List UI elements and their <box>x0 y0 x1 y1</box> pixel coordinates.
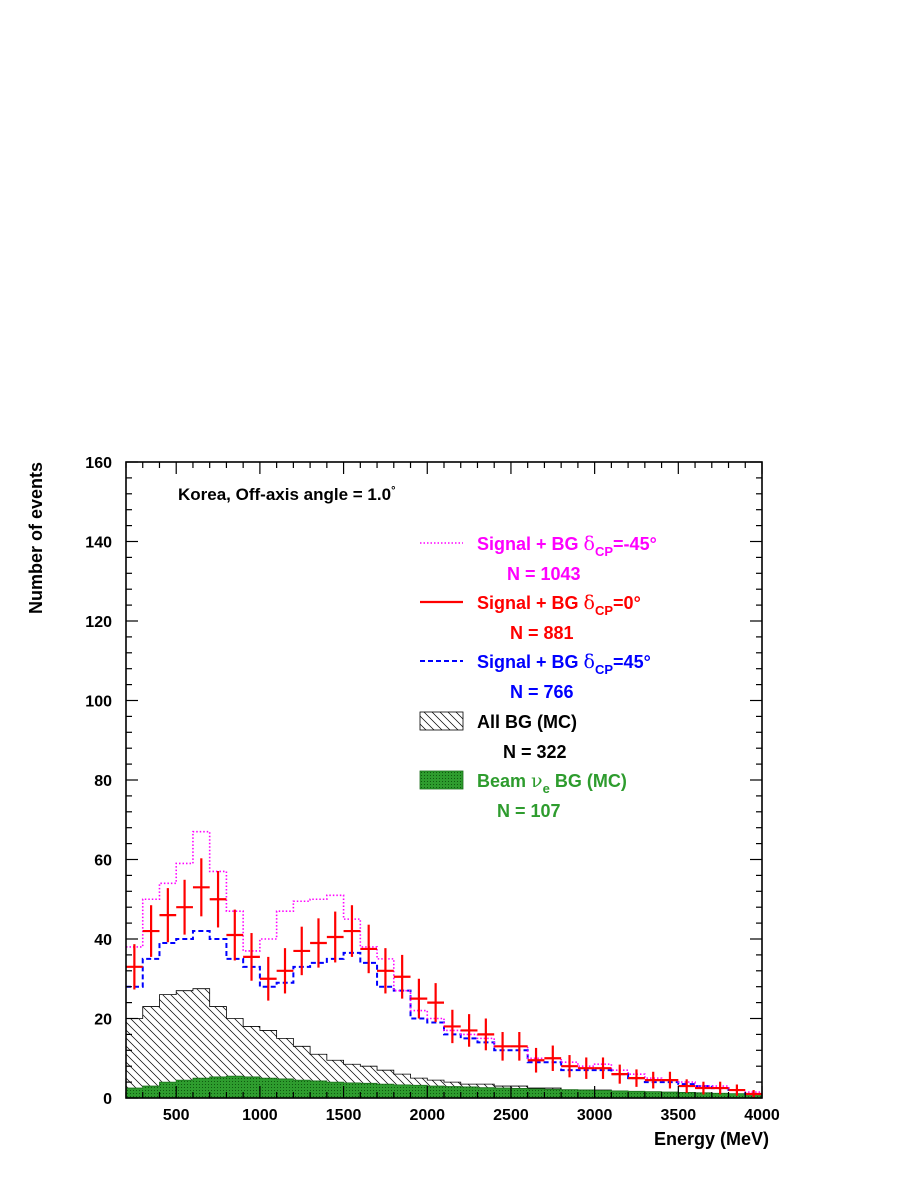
data-point <box>678 1079 696 1093</box>
chart-annotation: Korea, Off-axis angle = 1.0° <box>178 485 395 504</box>
legend-count: N = 766 <box>510 682 574 702</box>
y-tick-label: 120 <box>85 614 112 631</box>
data-point <box>427 983 444 1023</box>
y-axis-label: Number of events <box>26 462 46 614</box>
legend-count: N = 881 <box>510 623 574 643</box>
data-point <box>159 888 177 943</box>
x-tick-label: 2000 <box>409 1107 445 1124</box>
data-point <box>628 1069 645 1087</box>
data-point <box>494 1032 511 1061</box>
data-point <box>226 909 244 961</box>
x-tick-label: 1000 <box>242 1107 278 1124</box>
x-tick-label: 2500 <box>493 1107 529 1124</box>
data-point <box>577 1057 595 1079</box>
data-point <box>360 924 378 974</box>
legend-swatch <box>419 711 464 731</box>
data-point <box>377 948 394 994</box>
data-point <box>343 905 361 957</box>
data-point <box>460 1014 478 1047</box>
signal-bg-delta-0-points <box>126 858 762 1098</box>
legend-entry-sig-0: Signal + BG δCP=0° N = 881 <box>420 592 641 643</box>
data-point <box>611 1064 629 1084</box>
x-tick-label: 3000 <box>577 1107 613 1124</box>
data-point <box>209 871 227 928</box>
x-tick-label: 4000 <box>744 1107 780 1124</box>
y-tick-label: 20 <box>94 1012 112 1029</box>
data-point <box>126 944 143 990</box>
y-tick-label: 40 <box>94 932 112 949</box>
legend-swatch <box>419 770 464 790</box>
data-point <box>561 1055 578 1078</box>
data-point <box>695 1081 712 1095</box>
data-point <box>410 978 428 1019</box>
data-point <box>711 1081 729 1095</box>
data-point <box>728 1084 746 1096</box>
data-point <box>661 1071 679 1089</box>
legend-label: Signal + BG δCP=0° <box>477 592 641 618</box>
data-point <box>243 933 260 981</box>
x-tick-label: 1500 <box>326 1107 362 1124</box>
legend-label: All BG (MC) <box>477 712 577 732</box>
y-tick-label: 0 <box>103 1091 112 1108</box>
y-tick-label: 160 <box>85 455 112 472</box>
y-tick-label: 60 <box>94 853 112 870</box>
y-tick-label: 140 <box>85 535 112 552</box>
legend-count: N = 1043 <box>507 564 581 584</box>
data-point <box>745 1090 762 1098</box>
legend-label: Signal + BG δCP=-45° <box>477 533 657 559</box>
data-point <box>393 954 411 999</box>
data-point <box>477 1018 495 1051</box>
signal-bg-delta-45-line <box>126 930 762 1096</box>
data-point <box>594 1057 612 1079</box>
legend-count: N = 107 <box>497 801 561 821</box>
legend-label: Beam νe BG (MC) <box>477 770 627 796</box>
legend-count: N = 322 <box>503 742 567 762</box>
legend-label: Signal + BG δCP=45° <box>477 651 651 677</box>
data-point <box>176 879 193 935</box>
data-point <box>293 926 311 976</box>
legend-entry-sig-p45: Signal + BG δCP=45° N = 766 <box>420 651 651 702</box>
data-point <box>310 918 327 968</box>
y-tick-label: 100 <box>85 694 112 711</box>
legend-entry-sig-m45: Signal + BG δCP=-45° N = 1043 <box>420 533 657 584</box>
data-point <box>142 905 160 957</box>
data-point <box>544 1045 562 1071</box>
data-point <box>276 948 294 994</box>
legend-entry-beam-nue: Beam νe BG (MC) N = 107 <box>419 770 627 821</box>
legend-entry-all-bg: All BG (MC) N = 322 <box>419 711 577 762</box>
axes-layer: 500 1000 1500 2000 2500 3000 3500 4000 0 20 40 60 80… <box>85 455 780 1124</box>
data-point <box>444 1009 461 1044</box>
y-tick-label: 80 <box>94 773 112 790</box>
data-point <box>192 858 210 917</box>
data-point <box>510 1032 528 1061</box>
x-axis-label: Energy (MeV) <box>654 1129 769 1149</box>
signal-bg-delta-minus45-line <box>126 830 762 1093</box>
x-tick-label: 500 <box>163 1107 190 1124</box>
data-point <box>644 1071 662 1089</box>
data-point <box>259 956 277 1001</box>
x-tick-label: 3500 <box>661 1107 697 1124</box>
data-point <box>527 1047 545 1073</box>
data-point <box>326 911 344 963</box>
series-layer <box>126 830 762 1098</box>
